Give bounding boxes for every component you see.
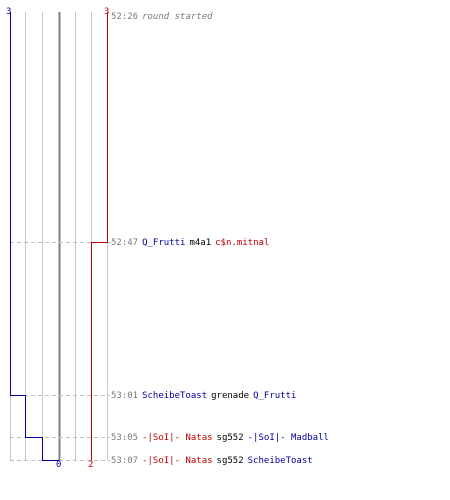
event-victim: ScheibeToast: [247, 456, 313, 466]
event-kill: 53:05 -|SoI|- Natas sg552 -|SoI|- Madball: [111, 433, 333, 443]
red-team-start-count: 3: [104, 7, 110, 17]
blue-team-end-count: 0: [56, 460, 62, 470]
event-time: 52:26: [111, 12, 139, 22]
event-kill: 53:01 ScheibeToast grenade Q_Frutti: [111, 391, 300, 401]
event-time: 53:07: [111, 456, 139, 466]
red-team-alive-line: [91, 12, 108, 461]
event-weapon: m4a1: [189, 238, 212, 248]
event-killer: Q_Frutti: [142, 238, 186, 248]
blue-team-alive-line: [10, 12, 60, 461]
event-weapon: sg552: [216, 433, 244, 443]
event-time: 53:05: [111, 433, 139, 443]
event-time: 52:47: [111, 238, 139, 248]
blue-team-start-count: 3: [6, 7, 12, 17]
red-team-end-count: 2: [88, 460, 94, 470]
event-killer: -|SoI|- Natas: [142, 456, 213, 466]
event-round-start: 52:26 round started: [111, 12, 217, 22]
event-kill: 53:07 -|SoI|- Natas sg552 ScheibeToast: [111, 456, 317, 466]
vertical-grid-lines: [10, 12, 108, 460]
event-weapon: grenade: [211, 391, 250, 401]
event-killer: -|SoI|- Natas: [142, 433, 213, 443]
event-weapon: sg552: [216, 456, 244, 466]
event-kill: 52:47 Q_Frutti m4a1 c$n.mitnal: [111, 238, 273, 248]
event-time: 53:01: [111, 391, 139, 401]
event-victim: Q_Frutti: [253, 391, 297, 401]
event-victim: -|SoI|- Madball: [247, 433, 329, 443]
event-message: round started: [142, 12, 213, 22]
event-victim: c$n.mitnal: [215, 238, 270, 248]
event-killer: ScheibeToast: [142, 391, 208, 401]
